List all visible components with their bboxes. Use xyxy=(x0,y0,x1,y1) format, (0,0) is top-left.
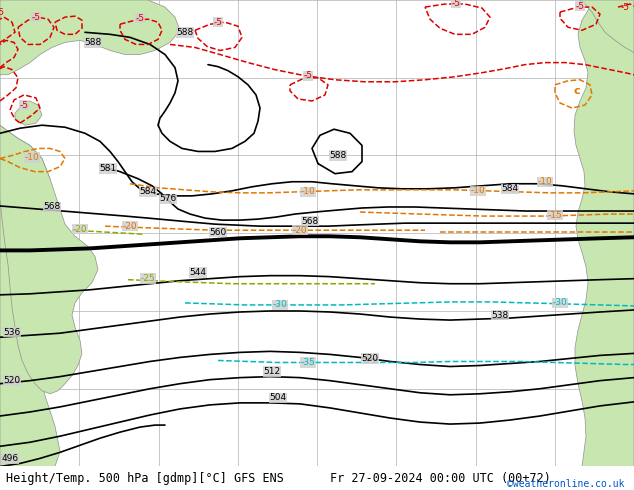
Polygon shape xyxy=(0,125,60,466)
Text: 544: 544 xyxy=(190,268,207,277)
Text: 496: 496 xyxy=(1,454,18,463)
Text: 588: 588 xyxy=(330,151,347,160)
Text: 512: 512 xyxy=(264,367,281,376)
Polygon shape xyxy=(574,0,634,466)
Polygon shape xyxy=(0,0,180,74)
Text: 584: 584 xyxy=(139,187,157,196)
Text: -5: -5 xyxy=(214,18,223,27)
Text: 504: 504 xyxy=(269,393,287,402)
Text: 584: 584 xyxy=(501,184,519,194)
Text: -5: -5 xyxy=(576,1,585,11)
Text: -5: -5 xyxy=(0,8,4,17)
Text: -20: -20 xyxy=(123,221,138,231)
Text: -5: -5 xyxy=(32,13,41,22)
Text: 568: 568 xyxy=(301,217,319,225)
Text: -10: -10 xyxy=(538,177,552,186)
Text: -30: -30 xyxy=(273,300,287,309)
Text: -5: -5 xyxy=(304,71,313,80)
Text: -5: -5 xyxy=(136,14,145,23)
Text: 520: 520 xyxy=(361,354,378,363)
Text: 560: 560 xyxy=(209,228,226,237)
Text: -30: -30 xyxy=(553,298,567,307)
Text: Fr 27-09-2024 00:00 UTC (00+72): Fr 27-09-2024 00:00 UTC (00+72) xyxy=(330,472,550,486)
Text: 588: 588 xyxy=(176,28,193,37)
Text: -10: -10 xyxy=(301,187,315,196)
Text: 588: 588 xyxy=(84,38,101,47)
Text: -20: -20 xyxy=(73,225,87,234)
Text: -10: -10 xyxy=(25,153,39,162)
Text: 536: 536 xyxy=(3,328,21,337)
Text: 538: 538 xyxy=(491,311,508,319)
Text: Height/Temp. 500 hPa [gdmp][°C] GFS ENS: Height/Temp. 500 hPa [gdmp][°C] GFS ENS xyxy=(6,472,284,486)
Polygon shape xyxy=(580,0,634,52)
Text: 520: 520 xyxy=(3,376,20,385)
Text: -10: -10 xyxy=(470,186,486,196)
Text: -35: -35 xyxy=(301,358,315,367)
Text: 576: 576 xyxy=(159,195,177,203)
Text: 568: 568 xyxy=(43,202,61,212)
Polygon shape xyxy=(15,101,42,125)
Text: -15: -15 xyxy=(548,211,562,220)
Text: -20: -20 xyxy=(293,226,307,235)
Text: -25: -25 xyxy=(141,274,155,283)
Text: -5: -5 xyxy=(20,100,29,109)
Text: c: c xyxy=(574,86,580,96)
Text: -5: -5 xyxy=(621,2,630,12)
Polygon shape xyxy=(0,125,98,394)
Text: ©weatheronline.co.uk: ©weatheronline.co.uk xyxy=(507,479,624,489)
Text: -5: -5 xyxy=(451,0,460,7)
Text: 581: 581 xyxy=(100,164,117,173)
